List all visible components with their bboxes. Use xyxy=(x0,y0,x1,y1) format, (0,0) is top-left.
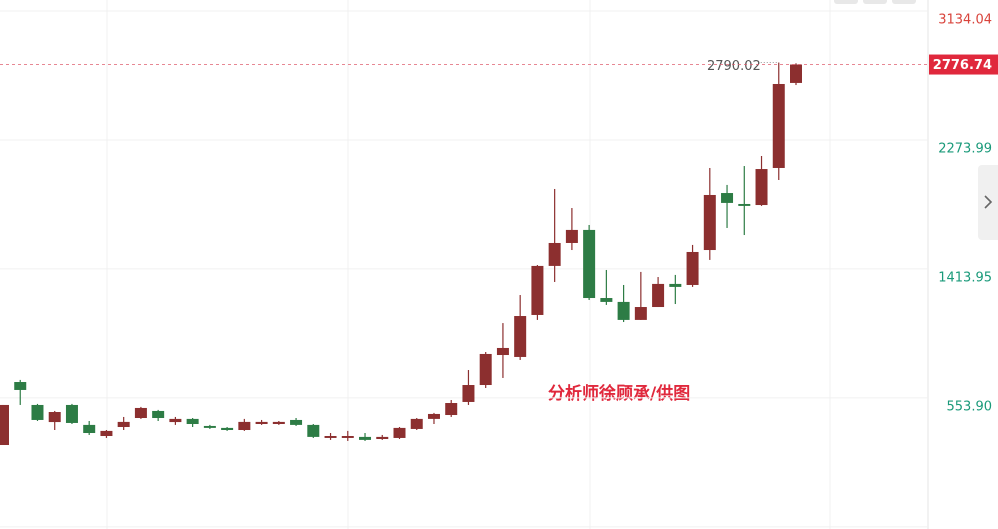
candle-body xyxy=(462,385,475,402)
candle-body xyxy=(445,403,458,416)
candle-body xyxy=(531,265,544,315)
toolbar-button[interactable] xyxy=(863,0,887,4)
watermark: 分析师徐顾承/供图 xyxy=(548,383,690,404)
candle-body xyxy=(583,229,596,299)
candle-body xyxy=(772,83,785,168)
candle-body xyxy=(479,353,492,386)
y-tick-label: 3134.04 xyxy=(938,12,992,27)
candle-body xyxy=(393,427,406,438)
candle-body xyxy=(721,193,734,203)
candle-body xyxy=(83,424,96,434)
candle-body xyxy=(14,382,27,390)
expand-tab[interactable] xyxy=(978,165,998,240)
candle-body xyxy=(31,404,44,420)
candle-body xyxy=(65,404,78,423)
candle-body xyxy=(703,194,716,251)
candle-body xyxy=(290,419,303,425)
candle-body xyxy=(410,418,423,429)
candle-body xyxy=(790,64,802,83)
candle-body xyxy=(634,307,647,320)
candle-body xyxy=(238,421,251,431)
candle-body xyxy=(359,436,372,440)
candle-body xyxy=(600,298,613,302)
candle-body xyxy=(134,407,147,419)
candle-body xyxy=(669,283,682,287)
candle-body xyxy=(548,242,561,266)
candle-body xyxy=(221,427,234,431)
candle-body xyxy=(0,404,9,446)
y-tick-label: 2273.99 xyxy=(938,141,992,156)
high-label: 2790.02 xyxy=(707,59,761,74)
toolbar-button[interactable] xyxy=(892,0,916,4)
candle-body xyxy=(565,229,578,243)
candle-body xyxy=(341,436,354,438)
candle-body xyxy=(686,251,699,285)
candle-body xyxy=(152,410,165,419)
candle-body xyxy=(496,347,509,356)
candle-body xyxy=(427,413,440,419)
toolbar-button[interactable] xyxy=(834,0,858,4)
candle-body xyxy=(307,424,320,437)
candle-body xyxy=(169,418,182,423)
y-tick-label: 553.90 xyxy=(947,399,993,414)
y-tick-label: 1413.95 xyxy=(938,270,992,285)
last-price-box xyxy=(929,54,998,75)
candle-body xyxy=(117,421,130,428)
candle-body xyxy=(514,316,527,357)
candle-body xyxy=(738,203,751,206)
candle-body xyxy=(272,421,285,425)
candle-body xyxy=(617,301,630,320)
candle-body xyxy=(48,412,61,423)
candle-body xyxy=(652,283,665,308)
candle-body xyxy=(186,418,199,425)
candle-body xyxy=(324,436,337,438)
candle-body xyxy=(755,169,768,206)
candle-body xyxy=(376,436,389,440)
last-price-label: 2776.74 xyxy=(933,58,992,73)
candle-body xyxy=(203,425,216,428)
candle-body xyxy=(100,430,113,437)
candle-body xyxy=(255,421,268,425)
